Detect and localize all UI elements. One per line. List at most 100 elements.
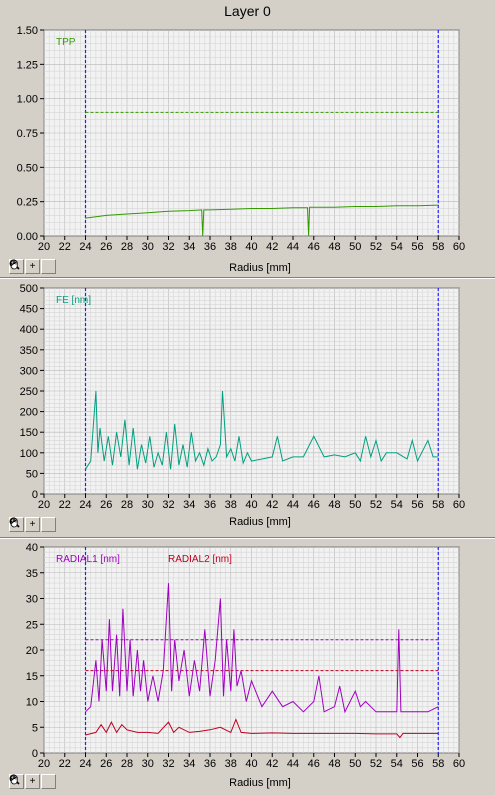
x-tick-label: 42 xyxy=(266,758,278,770)
y-tick-label: 300 xyxy=(20,365,38,377)
y-tick-label: 1.00 xyxy=(17,94,38,106)
crosshair-plus-icon[interactable]: + xyxy=(25,517,40,532)
crosshair-plus-icon[interactable]: + xyxy=(25,259,40,274)
x-tick-label: 52 xyxy=(370,499,382,511)
x-tick-label: 34 xyxy=(183,758,195,770)
x-tick-label: 34 xyxy=(183,241,195,253)
chart-panel-tpp: 0.00 0.25 0.50 0.75 1.00 1.25 1.50 20 22 24 26 28 30… xyxy=(0,22,495,277)
hand-pan-icon[interactable] xyxy=(10,517,56,532)
x-tick-label: 56 xyxy=(411,499,423,511)
y-tick-label: 40 xyxy=(26,542,38,554)
x-axis-label: Radius [mm] xyxy=(229,262,291,274)
x-tick-label: 46 xyxy=(308,241,320,253)
x-tick-label: 40 xyxy=(245,758,257,770)
y-tick-label: 15 xyxy=(26,671,38,683)
fe-chart: 0 50 100 150 200 250 300 350 400 450 500 20 22 24 26 28… xyxy=(20,283,465,511)
x-tick-label: 32 xyxy=(162,499,174,511)
x-tick-label: 20 xyxy=(38,758,50,770)
x-tick-label: 60 xyxy=(453,758,465,770)
x-tick-label: 50 xyxy=(349,758,361,770)
y-tick-label: 0 xyxy=(32,489,38,501)
hand-pan-icon[interactable] xyxy=(10,774,56,789)
y-tick-label: 350 xyxy=(20,345,38,357)
x-tick-label: 36 xyxy=(204,241,216,253)
series-line xyxy=(85,718,439,739)
chart-panel-fe: 0 50 100 150 200 250 300 350 400 450 500 20 22 24 26 28… xyxy=(0,280,495,537)
x-tick-label: 28 xyxy=(121,758,133,770)
window-title: Layer 0 xyxy=(224,3,271,19)
x-tick-label: 50 xyxy=(349,499,361,511)
x-tick-label: 30 xyxy=(142,758,154,770)
panel-divider xyxy=(0,537,495,539)
x-tick-label: 52 xyxy=(370,758,382,770)
legend-entry: TPP xyxy=(56,37,76,48)
x-tick-label: 24 xyxy=(79,241,91,253)
x-tick-label: 24 xyxy=(79,499,91,511)
grid xyxy=(43,29,460,237)
x-tick-label: 22 xyxy=(59,499,71,511)
x-tick-label: 28 xyxy=(121,241,133,253)
chart-toolbar: + xyxy=(9,517,56,532)
grid xyxy=(43,287,460,495)
y-tick-label: 35 xyxy=(26,568,38,580)
x-tick-label: 44 xyxy=(287,241,299,253)
x-tick-label: 34 xyxy=(183,499,195,511)
x-tick-label: 28 xyxy=(121,499,133,511)
legend-entry: FE [nm] xyxy=(56,295,91,306)
y-tick-label: 200 xyxy=(20,407,38,419)
y-tick-label: 50 xyxy=(26,468,38,480)
x-tick-label: 56 xyxy=(411,758,423,770)
y-tick-label: 500 xyxy=(20,283,38,295)
x-tick-label: 38 xyxy=(225,241,237,253)
y-tick-label: 1.25 xyxy=(17,59,38,71)
x-tick-label: 48 xyxy=(328,499,340,511)
crosshair-plus-icon[interactable]: + xyxy=(25,774,40,789)
series-line xyxy=(85,390,439,470)
x-axis-label: Radius [mm] xyxy=(229,516,291,528)
y-tick-label: 25 xyxy=(26,619,38,631)
x-tick-label: 40 xyxy=(245,241,257,253)
x-tick-label: 22 xyxy=(59,241,71,253)
x-tick-label: 26 xyxy=(100,241,112,253)
x-tick-label: 26 xyxy=(100,758,112,770)
x-tick-label: 60 xyxy=(453,241,465,253)
x-tick-label: 46 xyxy=(308,758,320,770)
y-tick-label: 100 xyxy=(20,448,38,460)
radial-chart: 0 5 10 15 20 25 30 35 40 20 22 24 26 28 30 32 34 36 38 40 42… xyxy=(26,542,465,770)
panel-divider xyxy=(0,277,495,279)
x-tick-label: 42 xyxy=(266,241,278,253)
chart-toolbar: + xyxy=(9,774,56,789)
x-tick-label: 52 xyxy=(370,241,382,253)
chart-toolbar: + xyxy=(9,259,56,274)
y-tick-label: 10 xyxy=(26,697,38,709)
y-tick-label: 0.00 xyxy=(17,231,38,243)
x-tick-label: 30 xyxy=(142,241,154,253)
y-tick-label: 450 xyxy=(20,304,38,316)
x-tick-label: 60 xyxy=(453,499,465,511)
x-tick-label: 42 xyxy=(266,499,278,511)
x-tick-label: 48 xyxy=(328,758,340,770)
y-tick-label: 0.25 xyxy=(17,197,38,209)
y-tick-label: 30 xyxy=(26,594,38,606)
x-tick-label: 54 xyxy=(391,241,403,253)
x-axis-label: Radius [mm] xyxy=(229,777,291,789)
y-tick-label: 0.50 xyxy=(17,162,38,174)
x-tick-label: 36 xyxy=(204,499,216,511)
hand-pan-icon[interactable] xyxy=(10,259,56,274)
x-tick-label: 32 xyxy=(162,758,174,770)
legend-entry: RADIAL2 [nm] xyxy=(168,554,232,565)
x-tick-label: 32 xyxy=(162,241,174,253)
x-tick-label: 22 xyxy=(59,758,71,770)
x-tick-label: 38 xyxy=(225,499,237,511)
legend-entry: RADIAL1 [nm] xyxy=(56,554,120,565)
series-line xyxy=(85,204,439,237)
x-tick-label: 58 xyxy=(432,499,444,511)
x-tick-label: 48 xyxy=(328,241,340,253)
grid xyxy=(43,546,460,754)
x-tick-label: 58 xyxy=(432,241,444,253)
y-tick-label: 0.75 xyxy=(17,128,38,140)
x-tick-label: 38 xyxy=(225,758,237,770)
x-tick-label: 26 xyxy=(100,499,112,511)
x-tick-label: 24 xyxy=(79,758,91,770)
x-tick-label: 44 xyxy=(287,499,299,511)
